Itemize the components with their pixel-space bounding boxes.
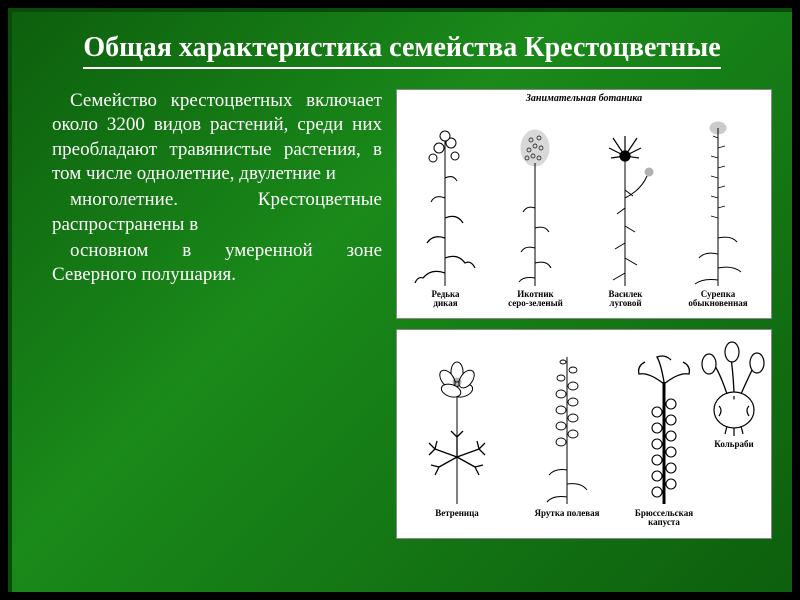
plant-label: Ветреница (435, 509, 479, 518)
plant-illustration-icon (407, 342, 507, 507)
title-block: Общая характеристика семейства Крестоцве… (12, 12, 792, 77)
plant-ikotnik: Икотниксеро-зеленый (493, 108, 578, 309)
plant-redka: Редькадикая (403, 108, 488, 309)
plant-vasilek: Василеклуговой (583, 108, 668, 309)
plant-illustration-icon (583, 108, 668, 288)
plant-illustration-icon (517, 342, 617, 507)
image-column: Занимательная ботаника (396, 89, 772, 539)
paragraph-1: Семейство крестоцветных включает около 3… (52, 89, 382, 186)
plant-illustration-icon (673, 108, 763, 288)
plant-brussels: Брюссельская капуста (619, 342, 709, 528)
plant-label: Ярутка полевая (535, 509, 600, 518)
botanical-box-top: Занимательная ботаника (396, 89, 772, 319)
plant-label: Брюссельская капуста (619, 509, 709, 528)
plant-label: Василеклуговой (609, 290, 643, 309)
plant-label: Редькадикая (431, 290, 459, 309)
box-header: Занимательная ботаника (526, 93, 642, 104)
plant-illustration-icon (493, 108, 578, 288)
plant-label: Сурепкаобыкновенная (688, 290, 747, 309)
content-row: Семейство крестоцветных включает около 3… (12, 77, 792, 549)
slide: Общая характеристика семейства Крестоцве… (8, 8, 792, 592)
paragraph-2: многолетние. Крестоцветные распространен… (52, 188, 382, 237)
plant-illustration-icon (403, 108, 488, 288)
plant-label: Кольраби (714, 440, 753, 449)
botanical-box-bottom: Ветреница (396, 329, 772, 539)
plant-illustration-icon (699, 338, 769, 438)
plant-illustration-icon (619, 342, 709, 507)
text-column: Семейство крестоцветных включает около 3… (52, 89, 382, 539)
plant-kolrabi: Кольраби (699, 338, 769, 449)
slide-title: Общая характеристика семейства Крестоцве… (83, 30, 720, 69)
plant-surepka: Сурепкаобыкновенная (673, 108, 763, 309)
plant-yarutka: Ярутка полевая (517, 342, 617, 518)
plant-label: Икотниксеро-зеленый (508, 290, 563, 309)
paragraph-3: основном в умеренной зоне Северного полу… (52, 239, 382, 288)
plant-vetrenitsa: Ветреница (407, 342, 507, 518)
